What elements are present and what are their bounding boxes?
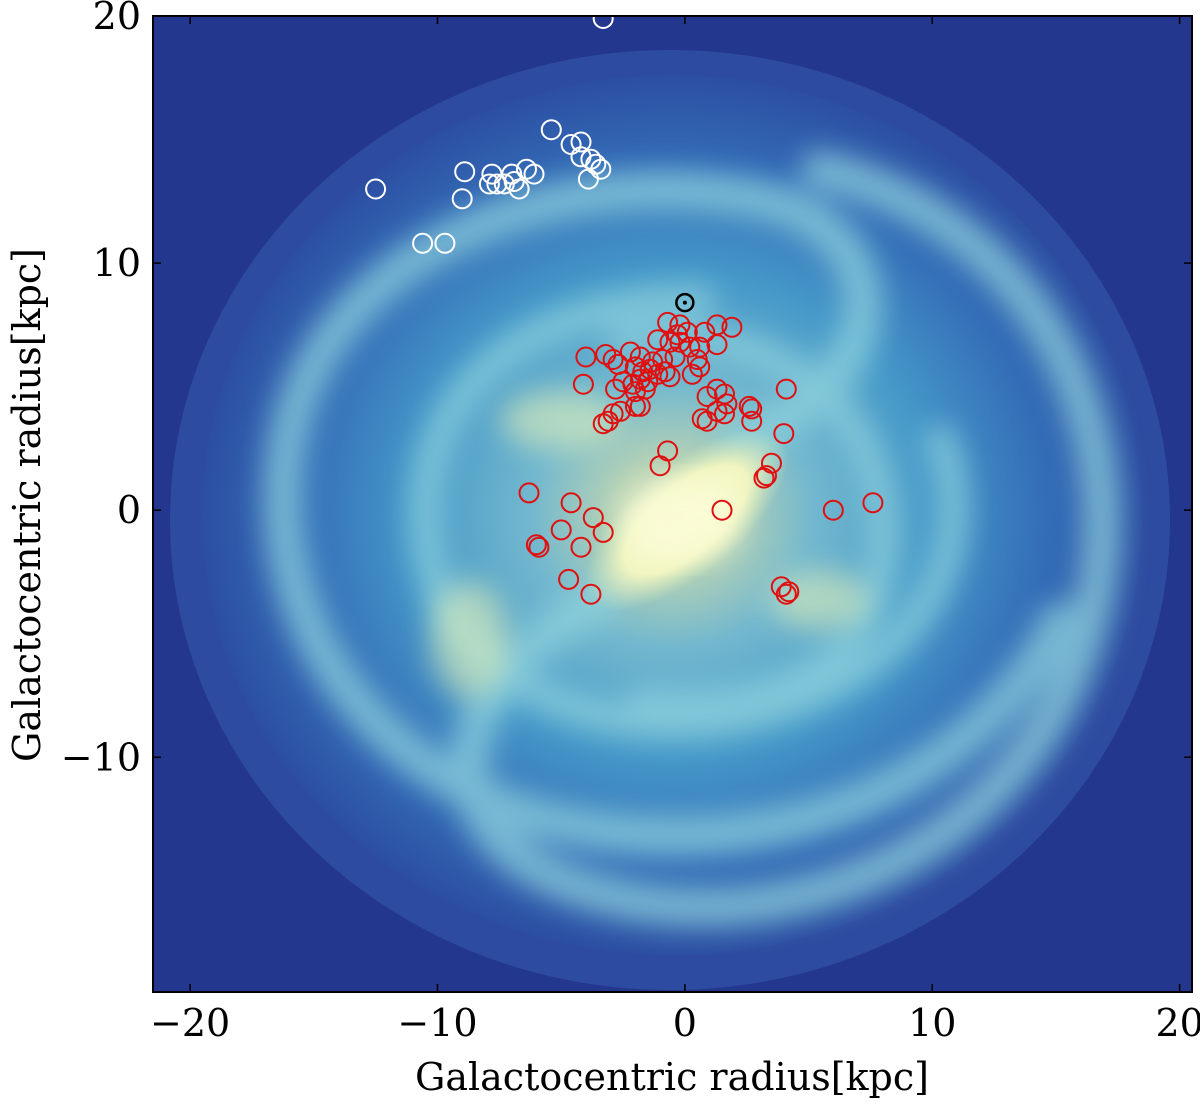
white-marker xyxy=(486,173,508,195)
red-marker xyxy=(714,403,735,425)
red-marker xyxy=(575,346,597,368)
red-marker xyxy=(605,378,627,400)
red-marker xyxy=(689,356,711,378)
red-marker xyxy=(570,536,592,558)
red-marker xyxy=(775,378,797,400)
markers-layer xyxy=(365,16,884,605)
red-marker xyxy=(624,381,646,403)
red-marker xyxy=(518,482,540,504)
red-marker xyxy=(572,373,594,395)
white-marker xyxy=(577,168,599,190)
red-marker xyxy=(694,321,716,343)
red-marker xyxy=(721,316,743,338)
red-marker xyxy=(619,341,641,363)
red-marker xyxy=(558,568,580,590)
white-marker xyxy=(570,131,592,153)
red-marker xyxy=(741,410,763,432)
white-marker xyxy=(592,16,614,29)
spiral-arm-2 xyxy=(450,151,1121,927)
x-tick-label: 20 xyxy=(1155,1001,1200,1045)
white-marker xyxy=(434,232,456,254)
x-axis-label: Galactocentric radius[kpc] xyxy=(415,1055,929,1099)
red-marker xyxy=(738,395,760,417)
red-marker xyxy=(659,366,681,388)
red-marker xyxy=(550,519,572,541)
red-marker xyxy=(664,346,686,368)
spiral-arms xyxy=(263,151,1121,927)
red-marker xyxy=(669,331,691,353)
red-marker xyxy=(862,492,884,514)
red-marker xyxy=(647,329,669,351)
red-marker xyxy=(525,534,547,556)
red-marker xyxy=(753,467,775,489)
red-marker xyxy=(775,583,797,605)
red-marker xyxy=(822,499,844,521)
white-marker xyxy=(365,178,387,200)
white-marker xyxy=(508,178,530,200)
red-marker xyxy=(560,492,582,514)
plot-frame xyxy=(152,15,1193,993)
sun-marker-ring xyxy=(675,292,695,313)
star-region xyxy=(500,390,620,450)
y-tick-label: 10 xyxy=(93,241,141,285)
x-tick-label: 10 xyxy=(908,1001,956,1045)
spiral-arm-1 xyxy=(263,171,1079,855)
y-tick-label: 0 xyxy=(117,488,141,532)
spiral-arm-4 xyxy=(606,322,897,717)
red-marker xyxy=(773,423,795,445)
red-marker xyxy=(602,349,624,370)
red-marker xyxy=(696,410,718,432)
red-marker xyxy=(592,521,614,543)
sun-marker-dot xyxy=(682,300,687,305)
red-marker xyxy=(654,361,676,383)
central-bulge-core xyxy=(620,480,740,560)
y-tick-label: −10 xyxy=(61,735,141,779)
white-marker xyxy=(493,173,515,195)
red-marker xyxy=(706,334,728,356)
white-marker xyxy=(454,161,476,183)
red-marker xyxy=(629,395,651,417)
white-marker xyxy=(412,232,434,254)
x-tick-label: −20 xyxy=(150,1001,230,1045)
white-marker xyxy=(540,119,562,141)
x-tick-label: −10 xyxy=(397,1001,477,1045)
y-axis-ticks: 20 10 0 −10 xyxy=(61,0,1192,779)
white-marker xyxy=(523,163,545,185)
red-marker xyxy=(711,499,733,521)
star-region xyxy=(430,580,510,700)
red-marker xyxy=(582,507,604,529)
x-axis-ticks: −20 −10 0 10 20 xyxy=(150,16,1200,1045)
sun-marker xyxy=(675,292,695,313)
red-marker xyxy=(679,336,701,358)
white-marker xyxy=(451,188,473,210)
red-marker xyxy=(624,395,646,417)
red-marker xyxy=(659,331,681,353)
red-marker xyxy=(669,314,691,336)
red-marker xyxy=(681,363,703,385)
red-marker xyxy=(778,581,800,603)
x-tick-label: 0 xyxy=(673,1001,697,1045)
red-marker xyxy=(592,413,614,435)
y-tick-label: 20 xyxy=(93,0,141,38)
red-marker xyxy=(649,455,671,477)
white-marker xyxy=(478,173,500,195)
galaxy-background-image xyxy=(153,16,1192,992)
y-axis-label: Galactocentric radius[kpc] xyxy=(5,248,49,762)
red-marker xyxy=(580,583,602,605)
red-marker xyxy=(756,465,777,487)
red-marker xyxy=(528,536,550,558)
red-marker xyxy=(741,398,763,420)
spiral-arm-3 xyxy=(409,285,969,739)
